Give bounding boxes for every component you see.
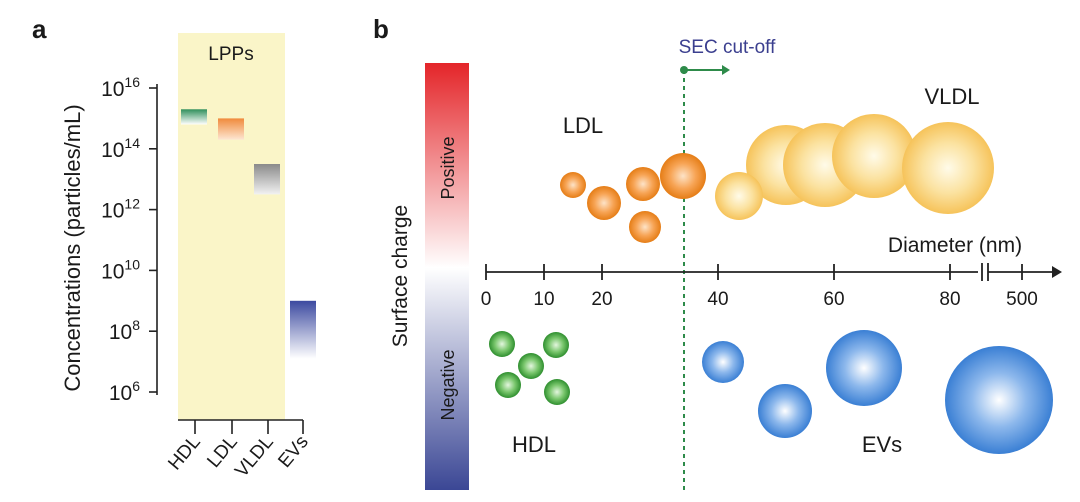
vldl-group-label: VLDL [924,84,979,109]
ldl-particle [587,186,621,220]
y-tick-label: 1010 [101,256,140,283]
range-bar-evs [290,300,316,359]
ldl-particle [626,167,660,201]
diameter-tick-label: 80 [939,289,960,310]
diameter-tick-label: 0 [481,289,492,310]
range-bar-hdl [181,109,207,125]
vldl-particle [832,114,916,198]
y-tick-label: 1012 [101,196,140,223]
evs-particle [945,346,1053,454]
diameter-tick-label: 60 [823,289,844,310]
ldl-group-label: LDL [563,113,603,138]
positive-label: Positive [438,136,458,199]
diameter-ticks: 0 10 20 40 60 80 500 [481,264,1038,310]
ldl-particle [629,211,661,243]
range-bar-ldl [218,118,244,140]
x-category-label: VLDL [231,432,278,482]
hdl-particle [543,332,569,358]
negative-label: Negative [438,349,458,420]
hdl-group-label: HDL [512,432,556,457]
hdl-particle [544,379,570,405]
surface-charge-title: Surface charge [389,205,412,347]
lpps-shaded-region [178,33,285,420]
range-bars [181,109,316,359]
surface-charge-bar [425,63,469,490]
diameter-tick-label: 500 [1006,289,1038,310]
particles [489,114,1053,454]
evs-group-label: EVs [862,432,902,457]
diameter-axis-title: Diameter (nm) [888,234,1022,257]
diameter-tick-label: 20 [591,289,612,310]
lpps-label: LPPs [208,44,253,65]
panel-a-label: a [32,14,47,44]
diameter-tick-label: 40 [707,289,728,310]
evs-particle [758,384,812,438]
ldl-particle [560,172,586,198]
hdl-particle [518,353,544,379]
y-tick-label: 106 [109,378,140,405]
x-category-label: HDL [164,432,205,475]
evs-particle [702,341,744,383]
diameter-tick-label: 10 [533,289,554,310]
vldl-particle [715,172,763,220]
hdl-particle [489,331,515,357]
hdl-particle [495,372,521,398]
y-tick-label: 108 [109,317,140,344]
range-bar-vldl [254,164,280,195]
y-axis-title: Concentrations (particles/mL) [60,104,85,391]
x-category-label: EVs [274,432,312,472]
y-tick-label: 1016 [101,74,140,101]
arrow-right-icon [722,65,730,75]
axis-arrow-icon [1052,266,1062,278]
y-ticks: 1016 1014 1012 1010 108 106 [101,74,157,405]
vldl-particle [902,122,994,214]
y-tick-label: 1014 [101,135,140,162]
evs-particle [826,330,902,406]
panel-b-label: b [373,14,389,44]
sec-cutoff-label: SEC cut-off [679,37,777,58]
ldl-particle [660,153,706,199]
